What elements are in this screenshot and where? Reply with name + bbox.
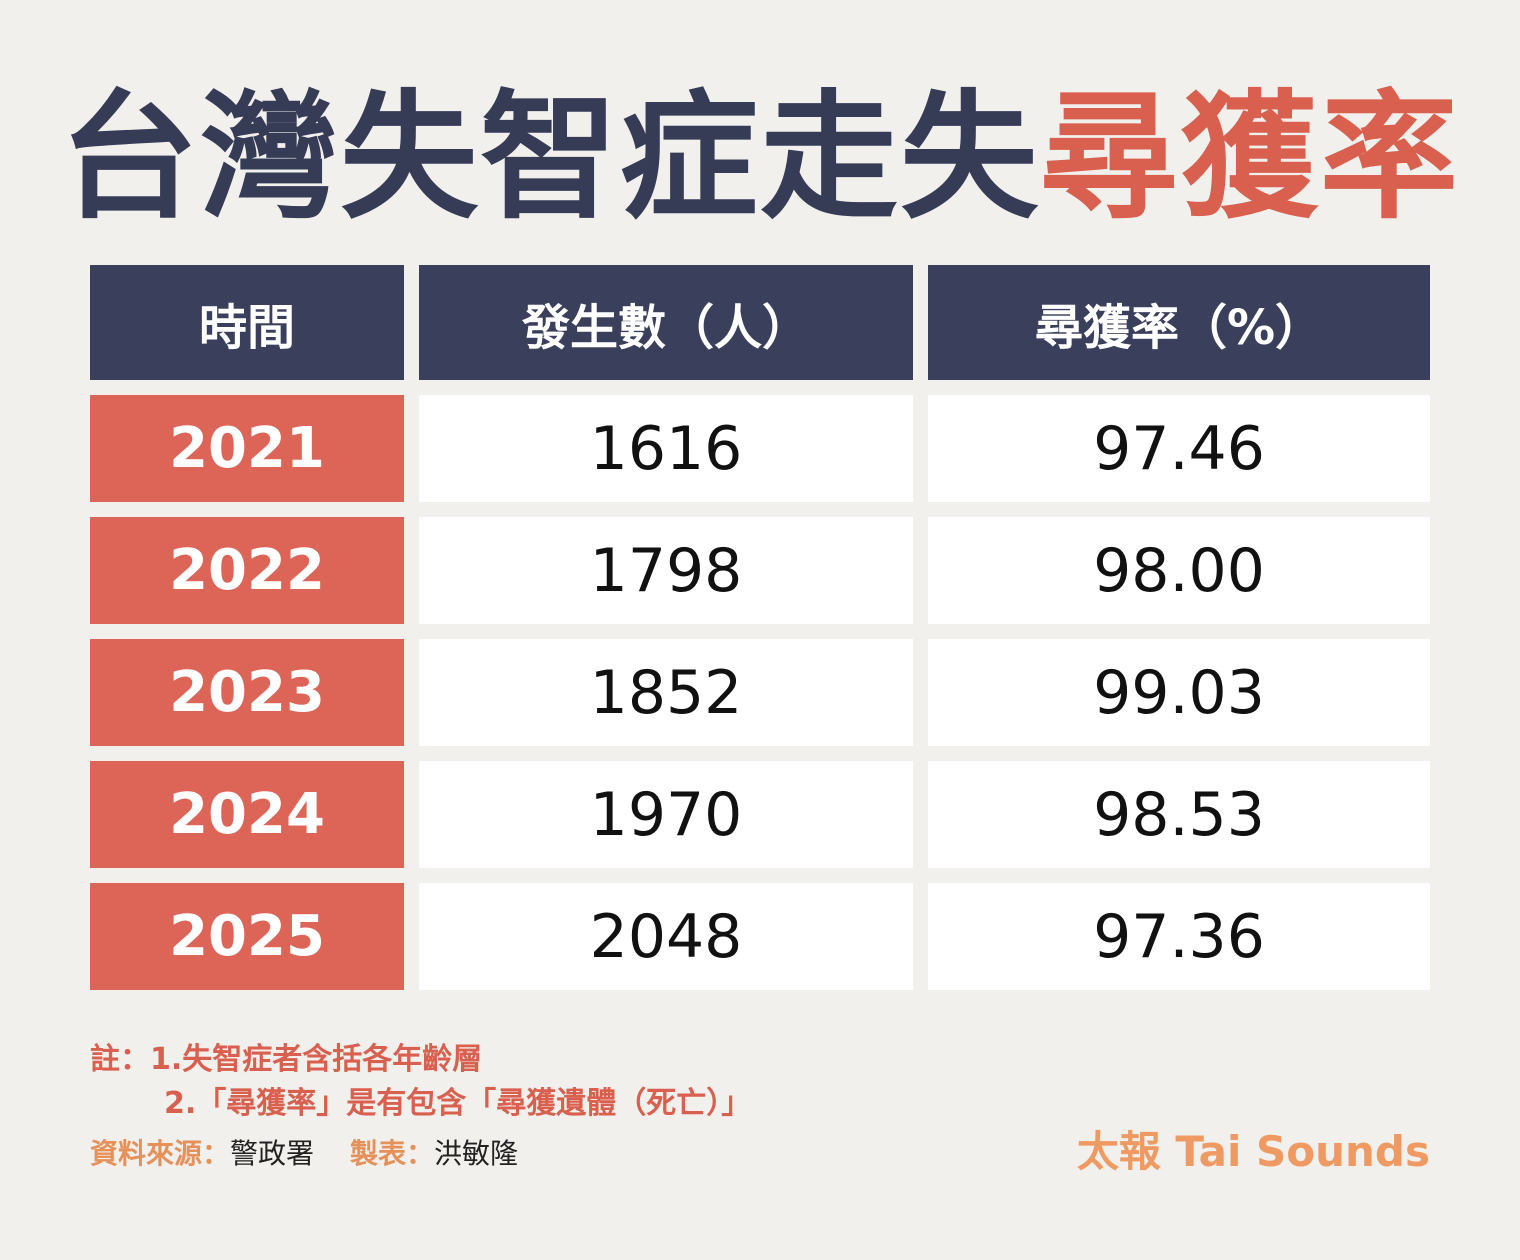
- title-main: 台灣失智症走失: [59, 77, 1040, 238]
- maker-value: 洪敏隆: [434, 1137, 519, 1170]
- year-cell: 2024: [90, 761, 404, 868]
- year-cell: 2021: [90, 395, 404, 502]
- rate-cell: 98.53: [928, 761, 1430, 868]
- rate-cell: 99.03: [928, 639, 1430, 746]
- column-header: 時間: [90, 265, 404, 380]
- year-cell: 2025: [90, 883, 404, 990]
- year-cell: 2023: [90, 639, 404, 746]
- year-cell: 2022: [90, 517, 404, 624]
- note-2: 2.「尋獲率」是有包含「尋獲遺體（死亡）」: [164, 1086, 752, 1121]
- note-1: 註：1.失智症者含括各年齡層: [90, 1042, 483, 1077]
- rate-cell: 98.00: [928, 517, 1430, 624]
- title-highlight: 尋獲率: [1040, 77, 1461, 238]
- count-cell: 1970: [419, 761, 913, 868]
- count-cell: 2048: [419, 883, 913, 990]
- count-cell: 1852: [419, 639, 913, 746]
- rate-cell: 97.46: [928, 395, 1430, 502]
- data-table: 時間 發生數（人） 尋獲率（%） 2021 1616 97.46 2022 1798 98.00…: [90, 265, 1430, 998]
- page-title: 台灣失智症走失尋獲率: [0, 78, 1520, 238]
- column-header: 發生數（人）: [419, 265, 913, 380]
- maker-label: 製表：: [350, 1137, 435, 1170]
- source-label: 資料來源：: [90, 1137, 231, 1170]
- count-cell: 1798: [419, 517, 913, 624]
- count-cell: 1616: [419, 395, 913, 502]
- source-line: 資料來源：警政署 製表：洪敏隆: [90, 1134, 518, 1174]
- notes: 註：1.失智症者含括各年齡層 2.「尋獲率」是有包含「尋獲遺體（死亡）」: [90, 1038, 751, 1126]
- source-value: 警政署: [230, 1137, 315, 1170]
- brand-logo: 太報 Tai Sounds: [1076, 1127, 1430, 1176]
- column-header: 尋獲率（%）: [928, 265, 1430, 380]
- rate-cell: 97.36: [928, 883, 1430, 990]
